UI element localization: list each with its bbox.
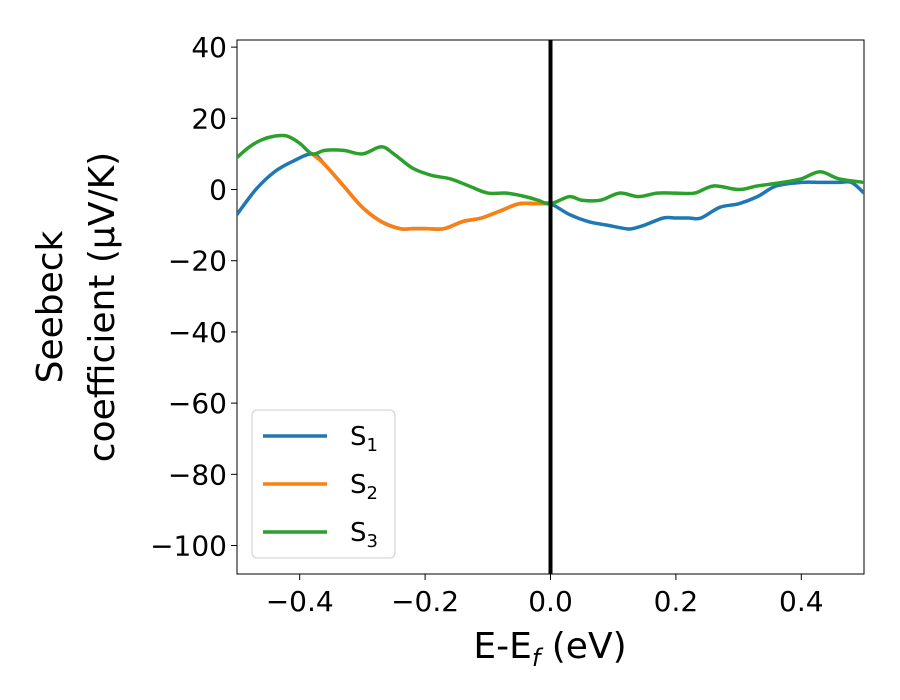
legend-label-s3: S3 — [350, 518, 378, 552]
y-axis-label-line1: Seebeck — [30, 230, 71, 383]
series-line-s2 — [310, 152, 553, 231]
series-layer — [237, 133, 864, 231]
series-line-s3 — [237, 133, 864, 206]
y-tick-label: 40 — [191, 31, 227, 64]
y-tick-label: −80 — [168, 458, 227, 491]
y-tick-label: −60 — [168, 387, 227, 420]
y-tick-label: −40 — [168, 316, 227, 349]
x-tick-label: 0.0 — [528, 585, 573, 618]
x-tick-label: −0.4 — [266, 585, 334, 618]
x-tick-label: 0.2 — [654, 585, 699, 618]
x-axis-label-main: E-E — [473, 626, 531, 667]
x-axis-label-unit: (eV) — [540, 626, 626, 667]
legend: S1 S2 S3 — [251, 409, 396, 559]
y-axis-ticks: 40 20 0 −20 −40 −60 −80 −100 — [150, 31, 237, 563]
legend-label-s2: S2 — [350, 470, 378, 504]
y-tick-label: −20 — [168, 245, 227, 278]
x-axis-label: E-Ef (eV) — [473, 626, 626, 672]
y-tick-label: −100 — [150, 530, 227, 563]
x-tick-label: 0.4 — [779, 585, 824, 618]
x-axis-ticks: −0.4 −0.2 0.0 0.2 0.4 — [266, 574, 824, 618]
legend-label-s1: S1 — [350, 422, 378, 456]
y-axis-label-line2: coefficient (μV/K) — [82, 152, 123, 462]
x-tick-label: −0.2 — [391, 585, 459, 618]
y-axis-label: Seebeck coefficient (μV/K) — [30, 152, 123, 462]
y-tick-label: 0 — [209, 174, 227, 207]
y-tick-label: 20 — [191, 102, 227, 135]
